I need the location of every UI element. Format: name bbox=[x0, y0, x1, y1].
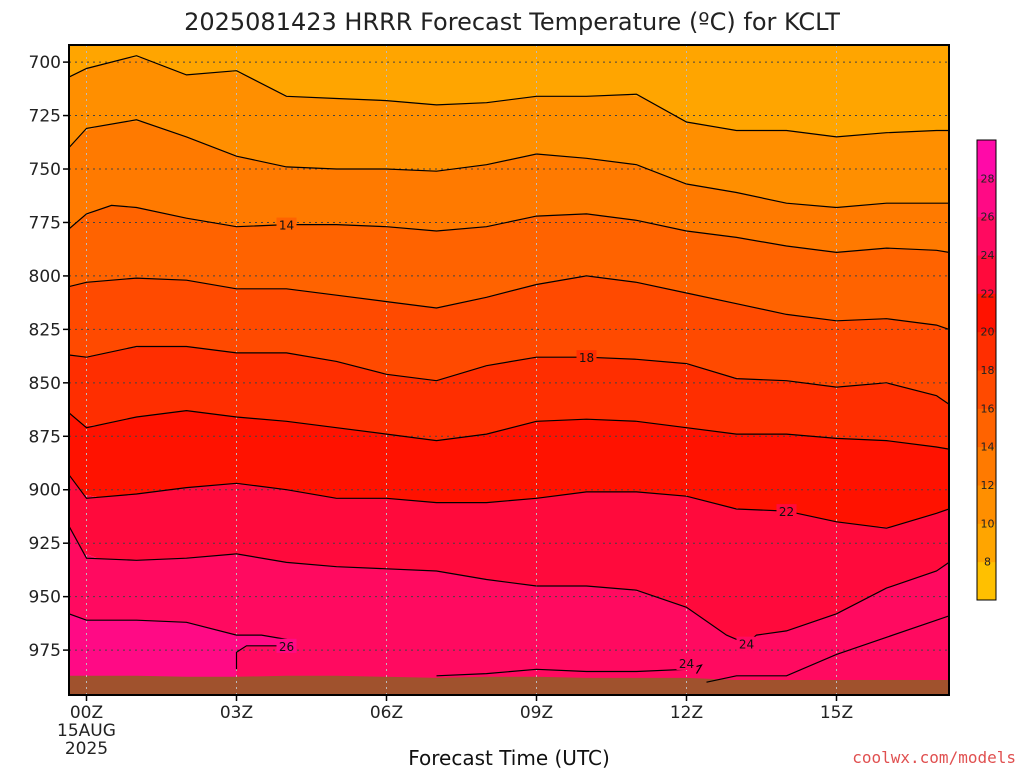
x-axis-label: Forecast Time (UTC) bbox=[408, 746, 610, 768]
isotherm-12 bbox=[69, 119, 949, 209]
colorbar-label: 28 bbox=[981, 172, 995, 185]
colorbar-label: 14 bbox=[981, 441, 995, 454]
temperature-band bbox=[69, 45, 949, 137]
colorbar: 8 10 12 14 16 18 20 22 24 26 28 bbox=[976, 139, 997, 601]
isotherm-20 bbox=[69, 409, 949, 450]
contour-label-bg bbox=[276, 638, 297, 653]
colorbar-label: 26 bbox=[981, 211, 995, 224]
colorbar-frame bbox=[976, 139, 997, 601]
colorbar-swatch bbox=[977, 485, 996, 524]
colorbar-label: 16 bbox=[981, 402, 995, 415]
temperature-band bbox=[69, 346, 949, 450]
y-tick-label: 950 bbox=[29, 588, 61, 608]
y-tick-label: 750 bbox=[29, 160, 61, 180]
y-tick-label: 825 bbox=[29, 320, 61, 340]
contour-label: 24 bbox=[679, 657, 694, 671]
contour-label: 26 bbox=[279, 640, 294, 654]
isotherm-18 bbox=[69, 345, 949, 405]
x-tick-sublabel: 2025 bbox=[65, 739, 108, 759]
colorbar-swatch bbox=[977, 561, 996, 601]
colorbar-swatch bbox=[977, 446, 996, 486]
y-tick-label: 975 bbox=[29, 641, 61, 661]
y-axis: 700 725 750 775 800 825 850 875 900 925 950 975 bbox=[29, 53, 69, 661]
isotherm-contours bbox=[69, 55, 949, 683]
temperature-band bbox=[69, 474, 949, 643]
colorbar-label: 22 bbox=[981, 287, 995, 300]
contour-label: 22 bbox=[779, 505, 794, 519]
colorbar-label: 24 bbox=[981, 249, 995, 262]
colorbar-swatch bbox=[977, 331, 996, 371]
contour-label: 14 bbox=[279, 219, 294, 233]
contour-label-bg bbox=[776, 504, 797, 519]
temperature-band bbox=[69, 410, 949, 528]
colorbar-swatch bbox=[977, 523, 996, 563]
ground-surface bbox=[69, 675, 949, 695]
x-tick-label: 15Z bbox=[820, 703, 853, 723]
colorbar-swatch bbox=[977, 216, 996, 256]
x-tick-label: 12Z bbox=[670, 703, 703, 723]
contour-label-bg bbox=[676, 655, 697, 670]
isotherm-14 bbox=[69, 204, 949, 254]
temperature-band bbox=[69, 276, 949, 405]
isotherm-22 bbox=[69, 474, 949, 529]
temperature-bands bbox=[69, 45, 949, 695]
plot-frame bbox=[68, 44, 950, 696]
x-tick-sublabel: 15AUG bbox=[57, 721, 116, 741]
contour-label-bg bbox=[736, 636, 757, 651]
x-tick-label: 09Z bbox=[520, 703, 553, 723]
colorbar-label: 12 bbox=[981, 479, 995, 492]
colorbar-swatch bbox=[977, 293, 996, 333]
y-tick-label: 800 bbox=[29, 267, 61, 287]
colorbar-label: 10 bbox=[981, 517, 995, 530]
contour-label: 18 bbox=[579, 351, 594, 365]
x-tick-label: 00Z bbox=[70, 703, 103, 723]
isotherm-16 bbox=[69, 275, 949, 330]
isotherm-24 bbox=[69, 525, 949, 645]
colorbar-label: 18 bbox=[981, 364, 995, 377]
grid-lines bbox=[69, 45, 949, 695]
colorbar-swatch bbox=[977, 408, 996, 448]
y-tick-label: 725 bbox=[29, 107, 61, 127]
isotherm-26 bbox=[69, 613, 288, 670]
colorbar-swatch bbox=[977, 140, 996, 179]
y-tick-label: 875 bbox=[29, 427, 61, 447]
colorbar-label: 20 bbox=[981, 326, 995, 339]
isotherm-10 bbox=[69, 55, 949, 138]
temperature-band bbox=[69, 57, 949, 208]
colorbar-swatch bbox=[977, 255, 996, 294]
credit-text[interactable]: coolwx.com/models bbox=[852, 748, 1016, 767]
contour-labels: 14 18 22 24 24 26 bbox=[276, 217, 797, 671]
contour-label-bg bbox=[576, 350, 597, 365]
y-tick-label: 850 bbox=[29, 374, 61, 394]
isotherm-24 bbox=[706, 615, 949, 683]
chart-title: 2025081423 HRRR Forecast Temperature (ºC… bbox=[184, 8, 840, 36]
x-tick-label: 03Z bbox=[220, 703, 253, 723]
temperature-band bbox=[69, 205, 949, 330]
contour-label-bg bbox=[276, 217, 297, 232]
colorbar-label: 8 bbox=[984, 556, 991, 569]
y-tick-label: 900 bbox=[29, 481, 61, 501]
ground-fill bbox=[69, 675, 949, 695]
x-tick-label: 06Z bbox=[370, 703, 403, 723]
y-tick-label: 700 bbox=[29, 53, 61, 73]
colorbar-swatch bbox=[977, 370, 996, 409]
colorbar-swatch bbox=[977, 178, 996, 218]
contour-label: 24 bbox=[739, 638, 754, 652]
y-tick-label: 775 bbox=[29, 213, 61, 233]
isotherm-24 bbox=[436, 664, 703, 677]
y-tick-label: 925 bbox=[29, 534, 61, 554]
